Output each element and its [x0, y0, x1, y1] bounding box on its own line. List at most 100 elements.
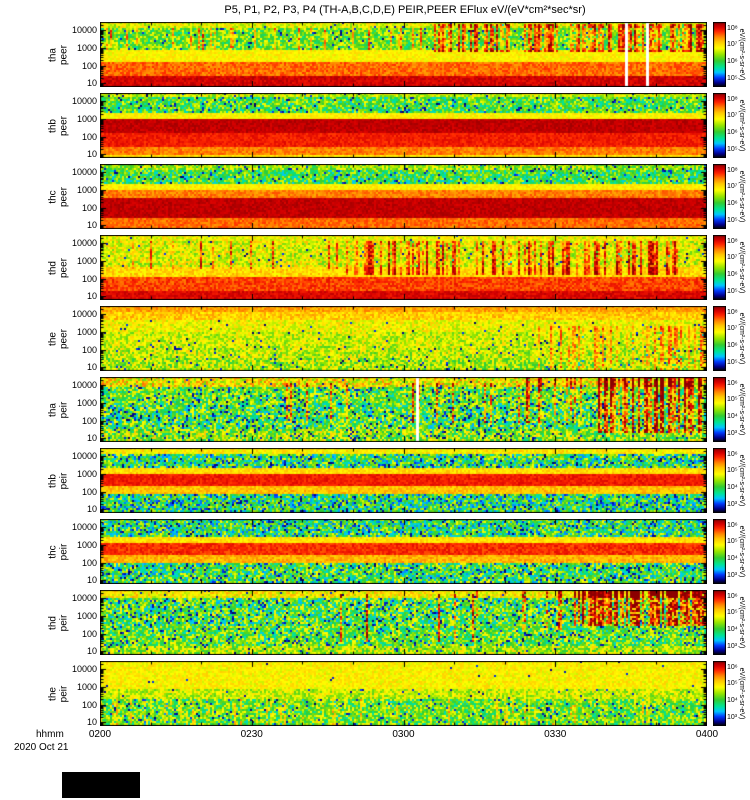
y-tick-label: 100 — [81, 699, 97, 710]
y-tick-label: 100 — [81, 557, 97, 568]
colorbar-tick-label: 10⁸ — [727, 237, 738, 245]
y-tick-label: 10000 — [71, 593, 97, 604]
probe-name: the — [47, 331, 58, 346]
panel-label-tha-peer: tha peer — [47, 22, 69, 87]
instrument-name: peer — [58, 257, 69, 278]
panel-label-tha-peir: tha peir — [47, 377, 69, 442]
colorbar-tick-label: 10⁶ — [727, 58, 738, 66]
colorbar-tick-label: 10⁸ — [727, 166, 738, 174]
colorbar-tick-label: 10⁶ — [727, 200, 738, 208]
y-tick-label: 10 — [86, 291, 97, 302]
colorbar-tick-label: 10⁴ — [727, 413, 738, 421]
x-tick-label: 0200 — [88, 729, 112, 740]
colorbar-tick-label: 10⁶ — [727, 271, 738, 279]
colorbar-tick-label: 10⁵ — [727, 75, 738, 83]
black-box — [62, 772, 140, 798]
colorbar-tick-label: 10³ — [727, 501, 738, 509]
x-tick-label: 0230 — [240, 729, 263, 740]
y-tick-label: 10000 — [71, 664, 97, 675]
colorbar-tick-label: 10⁷ — [727, 183, 738, 191]
probe-name: the — [47, 686, 58, 701]
colorbar-tick-label: 10³ — [727, 643, 738, 651]
y-tick-label: 10000 — [71, 522, 97, 533]
colorbar-tick-label: 10⁵ — [727, 217, 738, 225]
spectrogram-thb-peer — [100, 93, 707, 158]
colorbar-tick-label: 10⁸ — [727, 95, 738, 103]
panel-label-thd-peer: thd peer — [47, 235, 69, 300]
date-label: 2020 Oct 21 — [14, 742, 69, 753]
colorbar-tick-label: 10⁴ — [727, 484, 738, 492]
y-tick-label: 100 — [81, 273, 97, 284]
panel-label-thc-peer: thc peer — [47, 164, 69, 229]
colorbar-unit-label: eV/(cm²-s-sr-eV) — [737, 241, 745, 293]
y-tick-label: 100 — [81, 131, 97, 142]
y-tick-label: 100 — [81, 344, 97, 355]
colorbar-tick-label: 10⁶ — [727, 521, 738, 529]
y-tick-label: 10 — [86, 575, 97, 586]
probe-name: thb — [47, 118, 58, 133]
plot-title: P5, P1, P2, P3, P4 (TH-A,B,C,D,E) PEIR,P… — [224, 4, 586, 16]
instrument-name: peir — [58, 685, 69, 702]
y-tick-label: 10 — [86, 717, 97, 728]
spectrogram-the-peir — [100, 661, 707, 726]
y-tick-label: 100 — [81, 60, 97, 71]
probe-name: tha — [47, 402, 58, 417]
colorbar-tick-label: 10⁸ — [727, 24, 738, 32]
y-tick-label: 10 — [86, 220, 97, 231]
colorbar-unit-label: eV/(cm²-s-sr-eV) — [737, 454, 745, 506]
colorbar-unit-label: eV/(cm²-s-sr-eV) — [737, 99, 745, 151]
panel-label-thb-peer: thb peer — [47, 93, 69, 158]
y-tick-label: 10 — [86, 78, 97, 89]
probe-name: thd — [47, 615, 58, 630]
y-tick-label: 10000 — [71, 25, 97, 36]
y-tick-label: 10000 — [71, 309, 97, 320]
panel-label-the-peir: the peir — [47, 661, 69, 726]
colorbar-tick-label: 10⁵ — [727, 538, 738, 546]
y-tick-label: 1000 — [76, 681, 97, 692]
colorbar-unit-label: eV/(cm²-s-sr-eV) — [737, 667, 745, 719]
probe-name: thc — [47, 544, 58, 559]
y-tick-label: 1000 — [76, 468, 97, 479]
spectrogram-thc-peer — [100, 164, 707, 229]
instrument-name: peer — [58, 44, 69, 65]
panel-label-the-peer: the peer — [47, 306, 69, 371]
spectrogram-the-peer — [100, 306, 707, 371]
y-tick-label: 10 — [86, 362, 97, 373]
colorbar-tick-label: 10⁵ — [727, 359, 738, 367]
x-tick-label: 0400 — [695, 729, 719, 740]
colorbar-tick-label: 10⁶ — [727, 129, 738, 137]
y-tick-label: 10000 — [71, 451, 97, 462]
colorbar-unit-label: eV/(cm²-s-sr-eV) — [737, 170, 745, 222]
colorbar-thb-peer — [713, 93, 726, 158]
x-axis-unit-label: hhmm — [36, 729, 64, 740]
probe-name: thc — [47, 189, 58, 204]
colorbar-tick-label: 10⁴ — [727, 697, 738, 705]
colorbar-unit-label: eV/(cm²-s-sr-eV) — [737, 312, 745, 364]
y-tick-label: 1000 — [76, 255, 97, 266]
colorbar-tick-label: 10⁴ — [727, 555, 738, 563]
colorbar-the-peer — [713, 306, 726, 371]
colorbar-unit-label: eV/(cm²-s-sr-eV) — [737, 596, 745, 648]
y-tick-label: 1000 — [76, 113, 97, 124]
colorbar-unit-label: eV/(cm²-s-sr-eV) — [737, 28, 745, 80]
y-tick-label: 10 — [86, 646, 97, 657]
colorbar-tick-label: 10⁷ — [727, 41, 738, 49]
spectrogram-thb-peir — [100, 448, 707, 513]
colorbar-tick-label: 10⁶ — [727, 342, 738, 350]
colorbar-thd-peir — [713, 590, 726, 655]
y-tick-label: 1000 — [76, 184, 97, 195]
colorbar-tick-label: 10⁷ — [727, 325, 738, 333]
y-tick-label: 10 — [86, 433, 97, 444]
colorbar-unit-label: eV/(cm²-s-sr-eV) — [737, 383, 745, 435]
panel-label-thd-peir: thd peir — [47, 590, 69, 655]
colorbar-the-peir — [713, 661, 726, 726]
panel-label-thc-peir: thc peir — [47, 519, 69, 584]
colorbar-thb-peir — [713, 448, 726, 513]
instrument-name: peir — [58, 472, 69, 489]
colorbar-tick-label: 10⁷ — [727, 112, 738, 120]
colorbar-tick-label: 10⁵ — [727, 467, 738, 475]
instrument-name: peer — [58, 186, 69, 207]
spectrogram-thc-peir — [100, 519, 707, 584]
probe-name: tha — [47, 47, 58, 62]
